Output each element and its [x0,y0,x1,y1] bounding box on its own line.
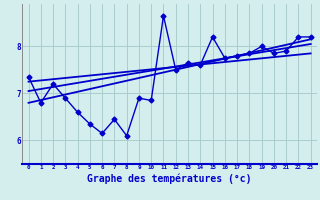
X-axis label: Graphe des températures (°c): Graphe des températures (°c) [87,173,252,184]
